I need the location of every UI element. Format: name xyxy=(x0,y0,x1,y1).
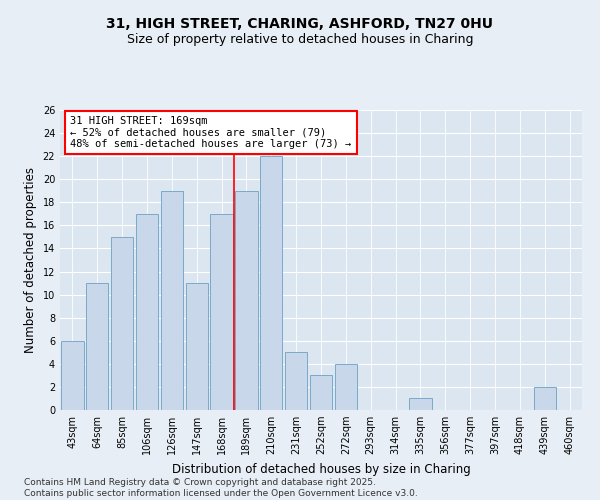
Bar xyxy=(61,341,83,410)
Text: 31 HIGH STREET: 169sqm
← 52% of detached houses are smaller (79)
48% of semi-det: 31 HIGH STREET: 169sqm ← 52% of detached… xyxy=(70,116,352,149)
Bar xyxy=(136,214,158,410)
Bar xyxy=(161,191,183,410)
Bar xyxy=(211,214,233,410)
Text: 31, HIGH STREET, CHARING, ASHFORD, TN27 0HU: 31, HIGH STREET, CHARING, ASHFORD, TN27 … xyxy=(107,18,493,32)
Bar xyxy=(235,191,257,410)
X-axis label: Distribution of detached houses by size in Charing: Distribution of detached houses by size … xyxy=(172,462,470,475)
Text: Size of property relative to detached houses in Charing: Size of property relative to detached ho… xyxy=(127,32,473,46)
Bar xyxy=(335,364,357,410)
Bar xyxy=(285,352,307,410)
Bar xyxy=(310,376,332,410)
Text: Contains HM Land Registry data © Crown copyright and database right 2025.
Contai: Contains HM Land Registry data © Crown c… xyxy=(24,478,418,498)
Bar xyxy=(86,283,109,410)
Bar xyxy=(185,283,208,410)
Bar xyxy=(409,398,431,410)
Bar xyxy=(111,237,133,410)
Bar xyxy=(533,387,556,410)
Bar xyxy=(260,156,283,410)
Y-axis label: Number of detached properties: Number of detached properties xyxy=(24,167,37,353)
